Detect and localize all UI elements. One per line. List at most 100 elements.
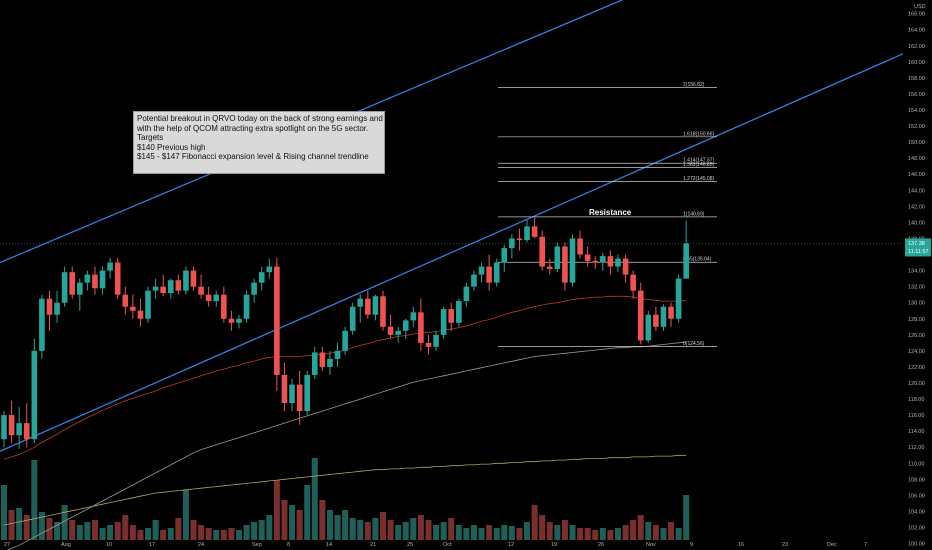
volume-bar [531,505,538,540]
candle-body [509,238,515,249]
fib-level-label: 1.272(145.08) [683,176,714,182]
candle-body [539,236,545,267]
candle-body [668,306,674,319]
last-price-value: 137.38 [908,241,925,247]
price-axis[interactable]: 166.00 164.00 162.00 160.00 158.00 156.00 154.… [903,0,932,550]
candle-body [8,415,15,436]
volume-bar [213,530,220,540]
candle-body [402,320,409,331]
volume-bar [235,530,242,540]
candle-body [433,334,439,347]
date-tick-label: 21 [370,542,376,548]
volume-bar [137,530,144,540]
volume-bar [607,530,614,540]
candle-body [516,238,523,241]
volume-bar [311,458,318,540]
candle-body [448,309,455,323]
volume-bar [175,518,182,540]
volume-bar [69,520,76,540]
volume-bar [251,522,258,540]
ma-mid-line [6,341,687,550]
volume-bar [584,528,591,540]
candle-body [258,272,265,283]
volume-bar [114,522,121,540]
volume-bar [84,522,91,540]
volume-bar [357,520,364,540]
price-tick-label: 166.00 [908,12,925,18]
candle-body [683,243,689,279]
candle-body [622,258,629,275]
volume-bar [478,528,485,540]
candle-body [524,226,530,241]
price-axis-background [903,0,932,550]
last-price-tag [905,238,931,257]
volume-bar [205,528,212,540]
candle-body [387,326,394,335]
volume-bar [440,522,447,540]
volume-bar [372,518,379,540]
candle-body [130,306,136,311]
volume-bar [448,518,455,540]
volume-bar [592,530,599,540]
price-tick-label: 100.00 [908,542,925,548]
candle-body [190,270,197,287]
date-tick-label: 14 [326,542,332,548]
candle-body [440,309,447,335]
volume-bar [296,510,303,540]
candle-body [289,384,295,404]
volume-bar [319,500,326,540]
volume-bar [622,525,629,540]
price-tick-label: 114.00 [908,429,924,435]
candle-body [122,294,129,307]
date-tick-label: Sep [252,542,262,548]
volume-bar [630,520,637,540]
channel-lower-line[interactable] [0,53,904,452]
price-tick-label: 154.00 [908,108,925,114]
volume-bar [539,515,546,540]
volume-bar [167,528,174,540]
volume-bar [387,520,394,540]
date-axis[interactable]: 27 Aug 10 17 24 Sep 8 14 21 25 Oct 12 19 26 Nov 9 16 23 De… [4,542,867,548]
volume-bar [410,518,417,540]
volume-bar [433,525,440,540]
candle-body [342,330,348,351]
candle-body [46,298,53,315]
candle-body [1,415,7,440]
candle-body [311,352,318,375]
candle-body [501,248,508,263]
candle-body [213,294,220,302]
volume-bar [190,520,197,540]
volume-bar [54,522,61,540]
candle-body [410,312,417,321]
volume-bar [577,528,584,540]
price-tick-label: 132.00 [908,285,925,291]
bar-countdown: 11:11:57 [908,249,929,255]
candle-body [562,246,568,283]
candle-body [77,282,83,295]
volume-bar [99,528,106,540]
idea-note[interactable]: Potential breakout in QRVO today on the … [133,111,385,174]
date-tick-label: 8 [287,542,290,548]
price-tick-label: 122.00 [908,365,925,371]
candle-body [584,254,591,261]
candle-body [675,278,682,319]
date-tick-label: Nov [646,542,656,548]
volume-bar [493,528,500,540]
volume-bar [546,522,553,540]
price-tick-label: 124.00 [908,349,925,355]
date-tick-label: 27 [4,542,10,548]
candle-body [493,262,500,283]
note-line: $145 - $147 Fibonacci expansion level & … [137,152,369,162]
candle-body [395,330,401,335]
candle-body [54,302,60,315]
price-tick-label: 102.00 [908,526,925,532]
candle-body [327,358,333,367]
candle-body [61,272,68,303]
candle-body [114,262,121,295]
date-tick-label: 19 [551,542,557,548]
price-tick-label: 150.00 [908,140,925,146]
volume-bar [380,512,386,540]
candle-body [145,290,151,319]
volume-bar [614,528,621,540]
